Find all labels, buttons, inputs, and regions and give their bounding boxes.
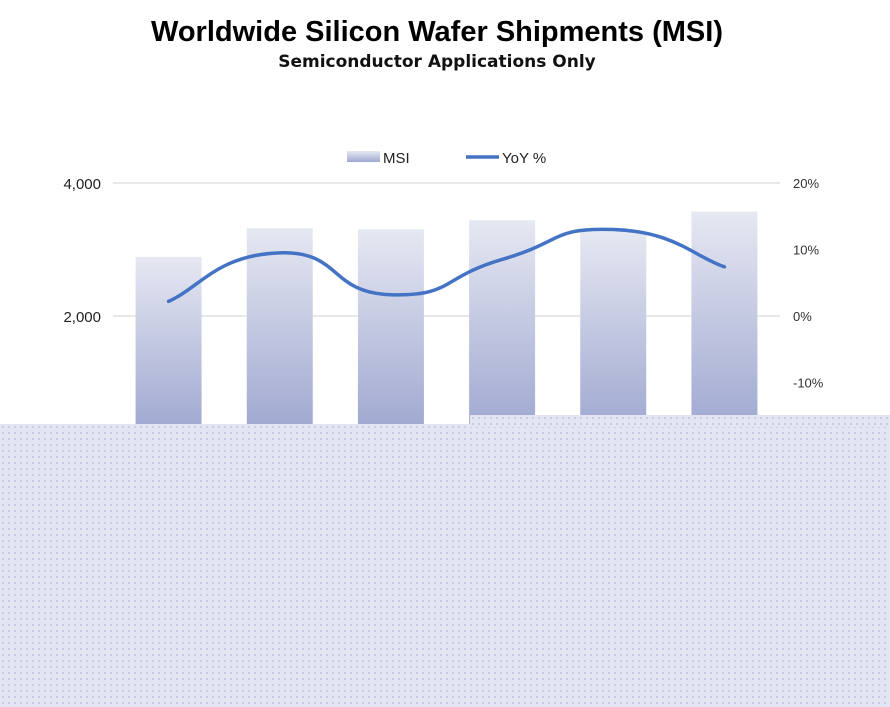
- legend-label-yoy: YoY %: [502, 150, 546, 167]
- chart-subtitle: Semiconductor Applications Only: [278, 52, 596, 72]
- y-right-tick-label: 10%: [793, 243, 819, 258]
- obscuring-overlay: [0, 424, 890, 707]
- y-right-tick-label: 0%: [793, 309, 812, 324]
- y-left-tick-label: 2,000: [63, 309, 101, 326]
- bar-msi: [580, 231, 647, 430]
- y-right-tick-label: -10%: [793, 376, 824, 391]
- y-left-tick-label: 4,000: [63, 176, 101, 193]
- bar-msi: [357, 229, 424, 430]
- chart-title: Worldwide Silicon Wafer Shipments (MSI): [151, 16, 723, 48]
- bar-msi: [469, 220, 536, 430]
- y-right-tick-label: 20%: [793, 176, 819, 191]
- line-yoy: [166, 227, 727, 304]
- bar-msi: [246, 228, 313, 430]
- bar-msi: [135, 256, 202, 430]
- legend-label-msi: MSI: [383, 150, 410, 167]
- obscuring-overlay-step: [470, 415, 890, 427]
- bar-msi: [691, 211, 758, 430]
- legend-swatch-msi: [347, 151, 380, 162]
